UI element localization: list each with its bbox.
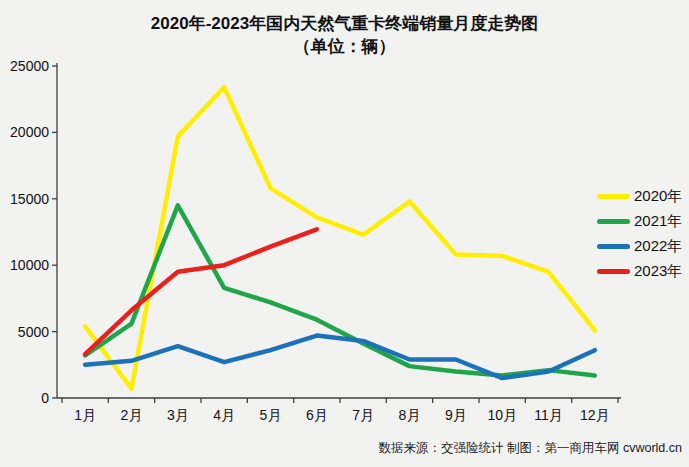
x-axis-label: 5月 xyxy=(260,407,282,423)
legend-item-2022: 2022年 xyxy=(597,234,689,259)
x-axis-label: 10月 xyxy=(487,407,517,423)
legend-swatch-2022 xyxy=(597,244,630,249)
x-axis-label: 11月 xyxy=(534,407,563,423)
legend-label-2021: 2021年 xyxy=(634,212,682,231)
x-axis-label: 7月 xyxy=(352,407,374,423)
legend-label-2020: 2020年 xyxy=(634,187,682,206)
legend-swatch-2021 xyxy=(597,219,630,224)
legend-swatch-2023 xyxy=(597,269,630,274)
legend: 2020年 2021年 2022年 2023年 xyxy=(597,184,689,284)
x-axis-label: 4月 xyxy=(213,407,235,423)
x-axis-label: 12月 xyxy=(580,407,610,423)
x-axis-label: 8月 xyxy=(399,407,421,423)
y-tick-label: 25000 xyxy=(10,58,49,74)
legend-label-2022: 2022年 xyxy=(634,237,682,256)
source-note: 数据来源：交强险统计 制图：第一商用车网 cvworld.cn xyxy=(379,440,683,457)
y-tick-label: 10000 xyxy=(10,257,49,273)
y-tick-label: 20000 xyxy=(10,124,49,140)
legend-item-2020: 2020年 xyxy=(597,184,689,209)
x-axis-label: 3月 xyxy=(167,407,189,423)
legend-label-2023: 2023年 xyxy=(634,262,682,281)
series-line-2020 xyxy=(85,87,595,388)
line-chart: 0 5000 10000 15000 20000 25000 1月 2月 3月 4月 5月 6月 7月 8… xyxy=(0,0,689,467)
legend-swatch-2020 xyxy=(597,194,630,199)
x-axis-label: 1月 xyxy=(74,407,96,423)
y-tick-label: 5000 xyxy=(18,324,49,340)
x-axis-label: 2月 xyxy=(121,407,143,423)
legend-item-2023: 2023年 xyxy=(597,259,689,284)
chart-figure: 2020年-2023年国内天然气重卡终端销量月度走势图 （单位：辆） 05000… xyxy=(0,0,689,467)
y-tick-label: 15000 xyxy=(10,191,49,207)
y-tick-label: 0 xyxy=(41,390,49,406)
legend-item-2021: 2021年 xyxy=(597,209,689,234)
x-axis-label: 9月 xyxy=(445,407,467,423)
x-axis-label: 6月 xyxy=(306,407,328,423)
